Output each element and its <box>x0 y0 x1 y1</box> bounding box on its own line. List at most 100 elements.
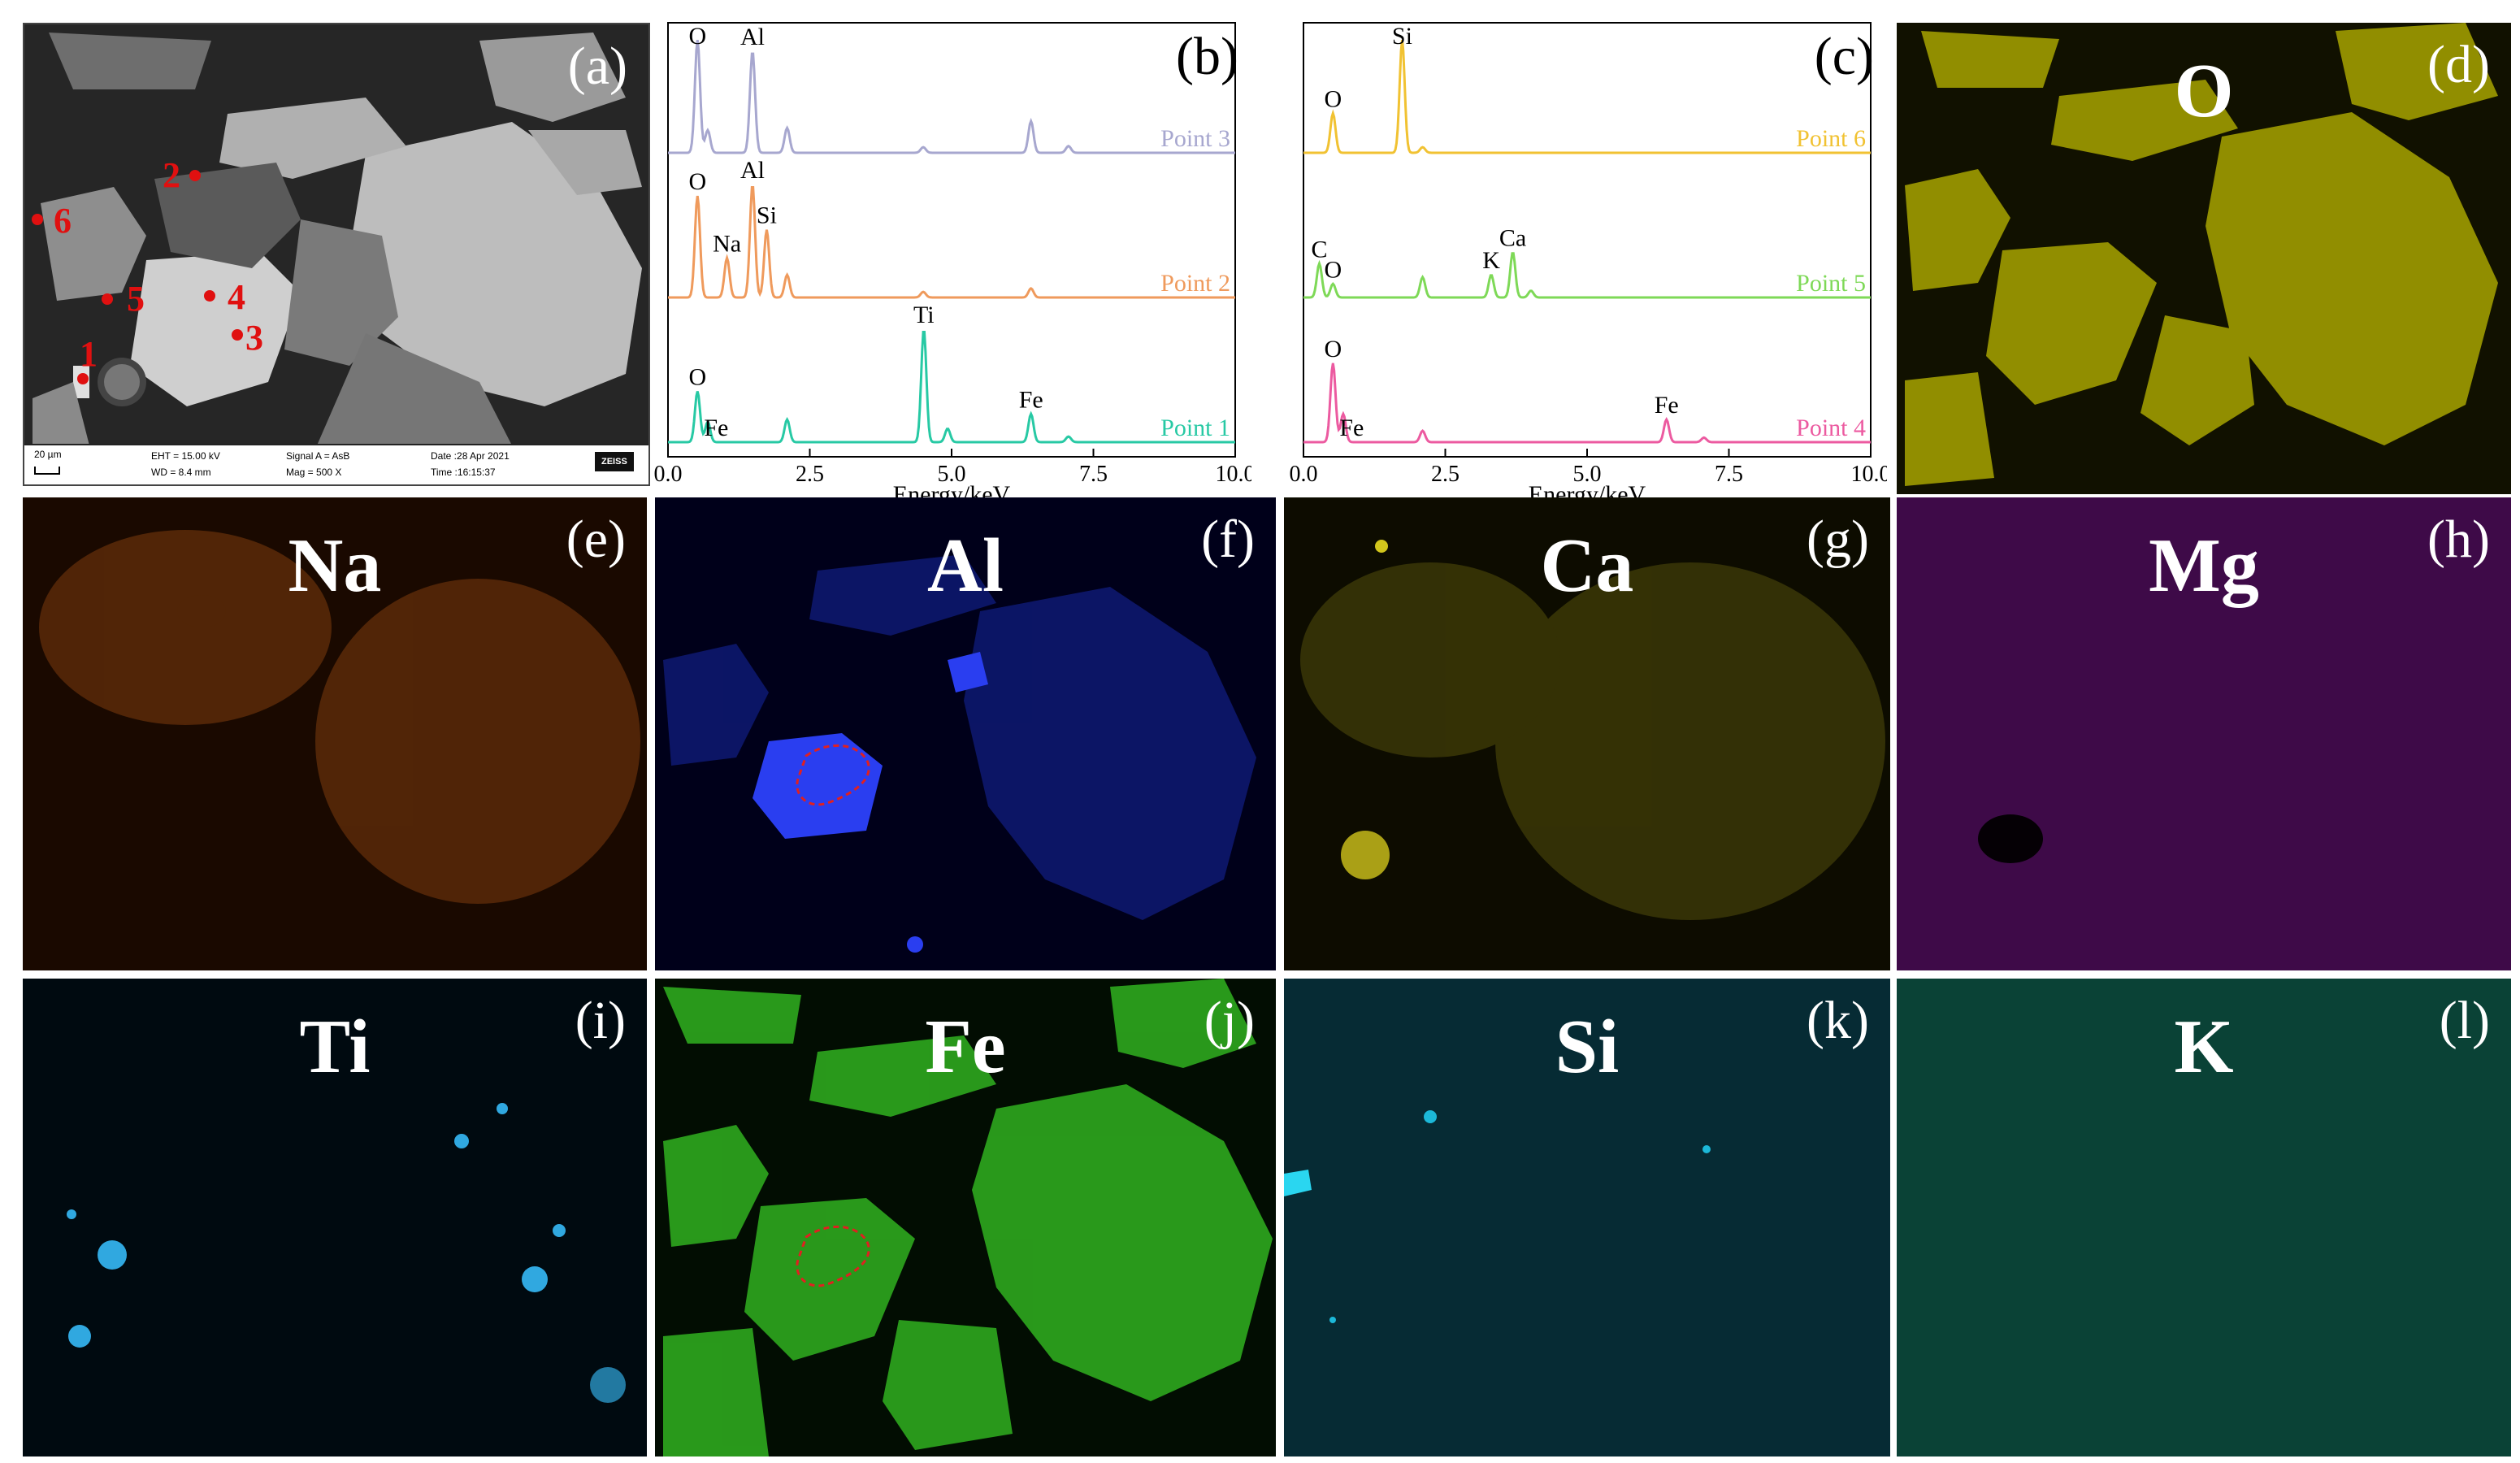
sem-eht: EHT = 15.00 kV <box>151 450 220 462</box>
panel-label-c: (c) <box>1814 27 1874 86</box>
x-tick-label: 10.0 <box>1851 462 1888 487</box>
eds-map-al: Al (f) <box>655 497 1276 970</box>
x-tick-label: 2.5 <box>796 462 824 487</box>
sem-point-5: 5 <box>127 279 145 319</box>
sem-point-2: 2 <box>163 155 180 195</box>
sem-signal: Signal A = AsB <box>286 450 350 462</box>
plot-frame <box>667 22 1236 458</box>
peak-label: C <box>1312 236 1328 263</box>
panel-label-l: (l) <box>2439 991 2490 1050</box>
eds-map-fe: Fe (j) <box>655 979 1276 1456</box>
map-element-fe: Fe <box>925 1005 1006 1089</box>
peak-label: O <box>1324 85 1342 112</box>
map-element-ti: Ti <box>299 1005 371 1089</box>
spectrum-line <box>1303 40 1871 154</box>
peak-label: O <box>688 168 706 195</box>
panel-label-b: (b) <box>1176 27 1238 86</box>
eds-map-ti: Ti (i) <box>23 979 647 1456</box>
peak-label: Ti <box>913 302 935 328</box>
sem-point-1: 1 <box>80 334 98 374</box>
map-element-si: Si <box>1555 1005 1620 1089</box>
map-element-ca: Ca <box>1540 523 1634 608</box>
panel-label-k: (k) <box>1807 991 1869 1050</box>
peak-label: K <box>1482 247 1500 274</box>
zeiss-logo: ZEISS <box>595 452 634 471</box>
spectrum-line <box>1303 362 1871 444</box>
sem-mag: Mag = 500 X <box>286 467 342 478</box>
map-element-k: K <box>2174 1005 2234 1089</box>
eds-map-o: O (d) <box>1897 23 2511 494</box>
panel-label-g: (g) <box>1807 510 1869 569</box>
panel-label-i: (i) <box>575 991 626 1050</box>
peak-label: Fe <box>1019 386 1043 413</box>
x-tick-label: 0.0 <box>654 462 683 487</box>
peak-label: Fe <box>704 415 728 441</box>
x-tick-label: 7.5 <box>1079 462 1108 487</box>
sem-info-bar: 20 µm EHT = 15.00 kV WD = 8.4 mm Signal … <box>24 444 648 484</box>
map-pattern-k <box>1897 979 2511 1456</box>
map-pattern-fe <box>655 979 1276 1456</box>
peak-label: Si <box>1392 23 1412 50</box>
peak-label: Na <box>713 230 741 257</box>
series-label: Point 2 <box>1160 270 1230 297</box>
map-pattern-na <box>23 497 647 970</box>
map-element-al: Al <box>927 523 1004 608</box>
sem-wd: WD = 8.4 mm <box>151 467 211 478</box>
sem-date: Date :28 Apr 2021 <box>431 450 510 462</box>
spectrum-line <box>1303 252 1871 299</box>
map-pattern-al <box>655 497 1276 970</box>
panel-label-h: (h) <box>2427 510 2490 569</box>
x-tick-label: 5.0 <box>938 462 966 487</box>
map-pattern-mg <box>1897 497 2511 970</box>
x-tick-label: 0.0 <box>1290 462 1318 487</box>
peak-label: Al <box>740 157 765 184</box>
map-pattern-ca <box>1284 497 1890 970</box>
panel-label-d: (d) <box>2427 35 2490 94</box>
x-tick-label: 10.0 <box>1216 462 1252 487</box>
spectrum-line <box>668 331 1235 444</box>
map-element-mg: Mg <box>2149 523 2259 608</box>
spectrum-line <box>668 186 1235 299</box>
peak-label: O <box>1324 256 1342 283</box>
sem-point-3: 3 <box>245 318 263 358</box>
eds-map-mg: Mg (h) <box>1897 497 2511 970</box>
peak-label: Fe <box>1655 392 1679 419</box>
series-label: Point 4 <box>1796 415 1866 441</box>
sem-time: Time :16:15:37 <box>431 467 496 478</box>
sem-panel: 1 2 3 4 5 6 (a) 20 µm EHT = 15.00 kV WD … <box>23 23 650 486</box>
x-tick-label: 5.0 <box>1573 462 1602 487</box>
peak-label: Al <box>740 24 765 50</box>
peak-label: Si <box>757 202 777 229</box>
map-element-o: O <box>2174 49 2234 133</box>
sem-scale-bar-line <box>34 467 60 475</box>
plot-frame <box>1303 22 1872 458</box>
peak-label: O <box>688 23 706 50</box>
peak-label: Fe <box>1339 415 1364 441</box>
panel-label-j: (j) <box>1204 991 1255 1050</box>
sem-point-4: 4 <box>228 277 245 317</box>
map-element-na: Na <box>288 523 382 608</box>
sem-scale-bar: 20 µm <box>34 449 62 460</box>
map-pattern-o <box>1897 23 2511 494</box>
peak-label: Ca <box>1499 224 1526 251</box>
map-pattern-ti <box>23 979 647 1456</box>
panel-label-a: (a) <box>567 37 627 96</box>
panel-label-e: (e) <box>566 510 626 569</box>
series-label: Point 5 <box>1796 270 1866 297</box>
peak-label: O <box>1324 336 1342 362</box>
spectrum-line <box>668 40 1235 154</box>
x-tick-label: 2.5 <box>1431 462 1460 487</box>
sem-point-6: 6 <box>54 201 72 241</box>
eds-map-na: Na (e) <box>23 497 647 970</box>
spectrum-panel-c: 0.0 2.5 5.0 7.5 10.0 Energy/keV Point 6 O Si Poin… <box>1286 16 1887 504</box>
spectrum-panel-b: 0.0 2.5 5.0 7.5 10.0 Energy/keV Point 3 O Al Poin… <box>650 16 1251 504</box>
eds-map-ca: Ca (g) <box>1284 497 1890 970</box>
series-label: Point 1 <box>1160 415 1230 441</box>
x-tick-label: 7.5 <box>1715 462 1743 487</box>
eds-map-k: K (l) <box>1897 979 2511 1456</box>
map-pattern-si <box>1284 979 1890 1456</box>
panel-label-f: (f) <box>1201 510 1255 569</box>
eds-map-si: Si (k) <box>1284 979 1890 1456</box>
